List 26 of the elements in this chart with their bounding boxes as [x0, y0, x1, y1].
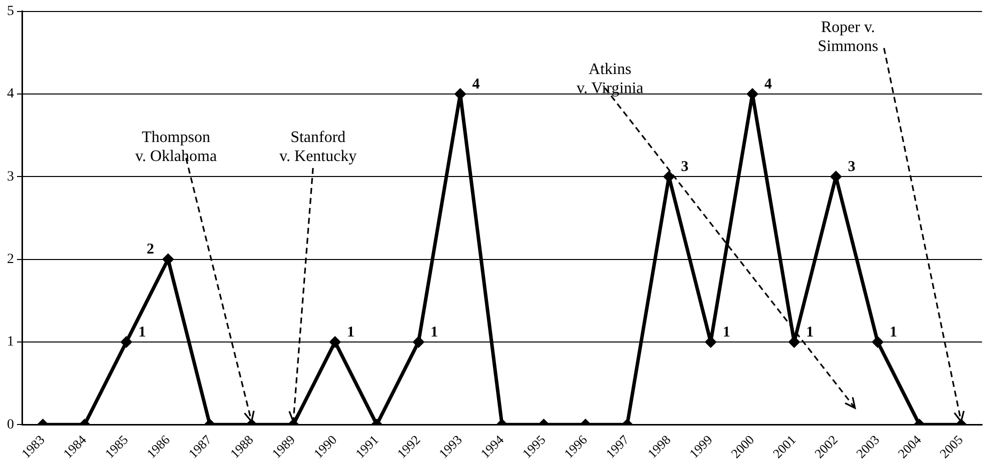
- y-tick-label: 1: [7, 334, 14, 350]
- data-label: 1: [138, 324, 146, 340]
- y-tick-label: 0: [7, 417, 14, 432]
- data-label: 2: [146, 242, 154, 258]
- data-label: 3: [680, 159, 688, 176]
- y-tick-label: 3: [7, 169, 14, 184]
- x-tick-label: 1990: [310, 432, 340, 462]
- y-tick-label: 2: [7, 252, 14, 267]
- y-tick-label: 5: [7, 4, 14, 20]
- annotation: Atkins v. Virginia: [576, 61, 644, 98]
- x-tick-label: 1999: [686, 432, 716, 462]
- data-label: 4: [472, 76, 480, 92]
- data-label: 3: [848, 159, 856, 176]
- annotation: Thompson v. Oklahoma: [135, 129, 217, 166]
- y-tick-label: 4: [7, 86, 14, 102]
- x-tick-label: 1991: [352, 432, 382, 462]
- annotation: Roper v. Simmons: [818, 19, 878, 56]
- annotation: Stanford v. Kentucky: [279, 129, 357, 166]
- data-label: 1: [430, 324, 438, 340]
- data-label: 1: [806, 324, 814, 340]
- data-label: 1: [347, 324, 355, 340]
- data-label: 4: [764, 76, 772, 92]
- x-tick-label: 1989: [268, 432, 298, 462]
- data-label: 1: [890, 324, 898, 340]
- data-label: 1: [722, 324, 730, 340]
- x-tick-label: 1992: [394, 432, 424, 462]
